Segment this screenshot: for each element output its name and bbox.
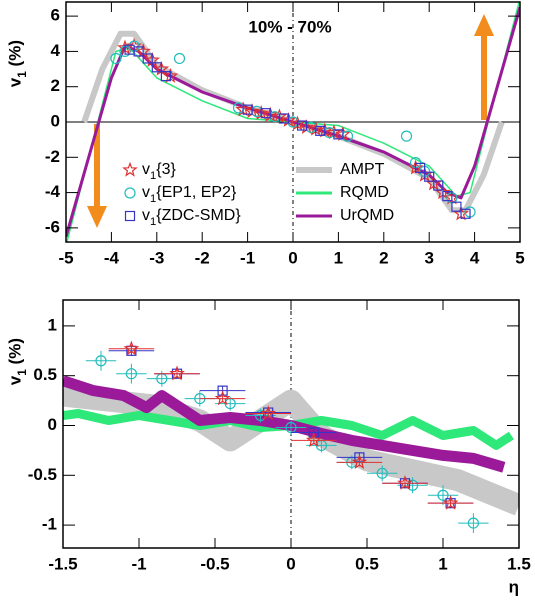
y-tick-label: -6 bbox=[45, 217, 60, 236]
square-marker bbox=[124, 210, 136, 222]
x-tick-label: 5 bbox=[515, 248, 524, 267]
legend-label: UrQMD bbox=[340, 207, 394, 224]
y-axis-label: v1 (%) bbox=[5, 338, 29, 385]
circle-marker bbox=[125, 368, 137, 380]
circle-marker bbox=[437, 489, 449, 501]
star-marker bbox=[122, 161, 138, 177]
square-marker bbox=[415, 162, 426, 173]
y-tick-label: 0 bbox=[48, 415, 57, 434]
square-marker bbox=[260, 108, 271, 119]
square-marker bbox=[151, 62, 162, 73]
y-tick-label: 2 bbox=[51, 76, 60, 95]
y-tick-label: 0 bbox=[51, 111, 60, 130]
circle-marker bbox=[467, 517, 479, 529]
x-tick-label: -3 bbox=[149, 248, 164, 267]
y-tick-label: -1 bbox=[42, 515, 57, 534]
square-marker bbox=[133, 46, 144, 57]
x-tick-label: 1.5 bbox=[507, 554, 531, 573]
square-marker bbox=[296, 120, 308, 131]
circle-marker bbox=[173, 52, 186, 65]
model-curve bbox=[63, 375, 506, 473]
x-axis-label: η bbox=[509, 577, 519, 596]
star-marker bbox=[442, 494, 459, 510]
square-marker bbox=[278, 113, 290, 124]
circle-marker bbox=[400, 130, 413, 142]
square-marker bbox=[142, 53, 153, 64]
y-tick-label: -2 bbox=[45, 147, 60, 166]
square-marker bbox=[160, 71, 171, 82]
y-tick-label: 0.5 bbox=[33, 365, 57, 384]
square-marker bbox=[315, 125, 326, 136]
x-tick-label: 0 bbox=[286, 554, 295, 573]
star-marker bbox=[305, 432, 322, 448]
x-tick-label: 3 bbox=[424, 248, 433, 267]
circle-marker bbox=[376, 467, 388, 479]
square-marker bbox=[242, 104, 253, 115]
x-tick-label: -1.5 bbox=[48, 554, 77, 573]
legend-label: v1{ZDC-SMD} bbox=[142, 207, 241, 228]
square-marker bbox=[442, 191, 453, 202]
y-tick-label: 4 bbox=[51, 41, 61, 60]
x-tick-label: -5 bbox=[58, 248, 73, 267]
x-tick-label: 1 bbox=[438, 554, 447, 573]
y-tick-label: 6 bbox=[51, 6, 60, 25]
circle-marker bbox=[95, 355, 107, 367]
circle-marker bbox=[124, 187, 136, 199]
square-marker bbox=[333, 129, 344, 140]
arrow-head bbox=[474, 14, 494, 36]
x-tick-label: 0 bbox=[288, 248, 297, 267]
square-marker bbox=[424, 171, 435, 182]
legend-label: v1{3} bbox=[142, 161, 176, 182]
x-tick-label: -4 bbox=[104, 248, 120, 267]
star-marker bbox=[351, 454, 368, 469]
star-marker bbox=[214, 390, 231, 406]
y-tick-label: -4 bbox=[45, 182, 61, 201]
star-marker bbox=[169, 365, 185, 381]
star-marker bbox=[260, 405, 277, 421]
x-tick-label: 0.5 bbox=[355, 554, 379, 573]
arrow-head bbox=[87, 206, 107, 228]
square-marker bbox=[451, 201, 462, 212]
square-marker bbox=[460, 208, 471, 219]
y-tick-label: 1 bbox=[48, 315, 57, 334]
square-marker bbox=[433, 180, 444, 191]
star-marker bbox=[123, 340, 140, 356]
x-tick-label: 4 bbox=[470, 248, 480, 267]
circle-marker bbox=[110, 52, 122, 65]
x-tick-label: -0.5 bbox=[200, 554, 229, 573]
star-marker bbox=[397, 475, 413, 490]
y-tick-label: -0.5 bbox=[28, 465, 57, 484]
legend-label: RQMD bbox=[340, 184, 389, 201]
x-tick-label: 2 bbox=[379, 248, 388, 267]
x-tick-label: -1 bbox=[240, 248, 255, 267]
x-tick-label: -2 bbox=[195, 248, 210, 267]
x-tick-label: 1 bbox=[334, 248, 343, 267]
y-axis-label: v1 (%) bbox=[5, 40, 29, 87]
legend-label: v1{EP1, EP2} bbox=[142, 184, 237, 205]
annotation: 10% - 70% bbox=[248, 17, 331, 36]
x-tick-label: -1 bbox=[131, 554, 146, 573]
legend-label: AMPT bbox=[340, 161, 385, 178]
